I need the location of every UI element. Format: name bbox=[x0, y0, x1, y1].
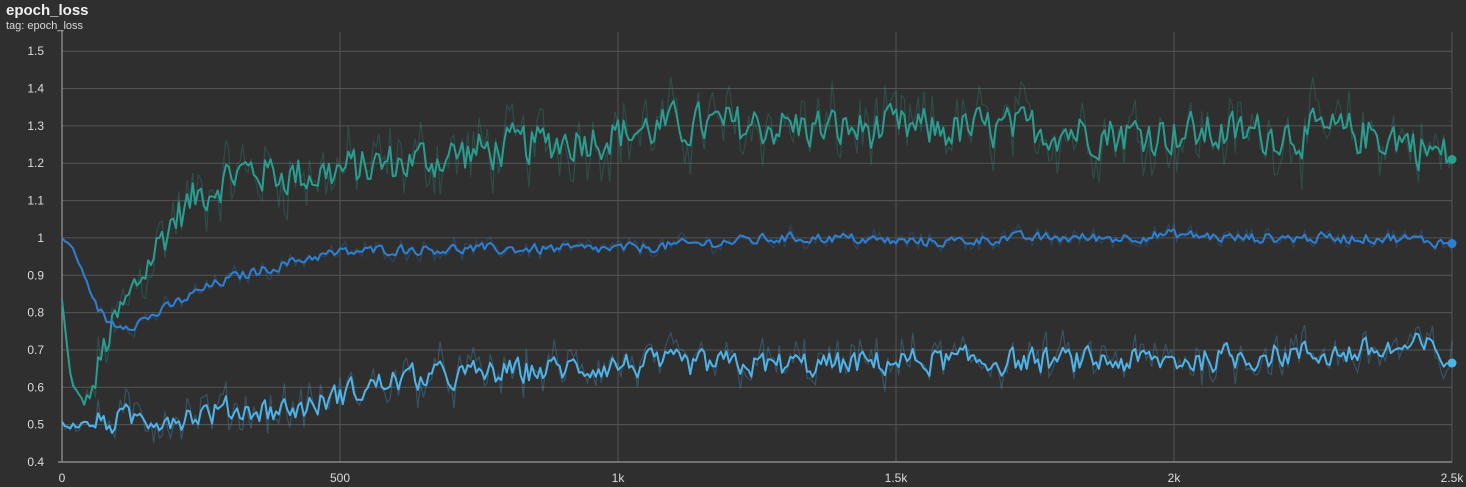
y-tick-label: 0.7 bbox=[27, 343, 44, 357]
x-tick-label: 1k bbox=[612, 471, 626, 485]
series-2-line[interactable] bbox=[61, 332, 1452, 434]
chart-header: epoch_loss tag: epoch_loss bbox=[6, 2, 89, 33]
y-tick-label: 0.6 bbox=[27, 380, 44, 394]
series-2-last-point[interactable] bbox=[1447, 358, 1457, 368]
y-tick-label: 1.1 bbox=[27, 194, 44, 208]
x-tick-label: 2k bbox=[1168, 471, 1182, 485]
x-tick-labels: 0 500 1k 1.5k 2k 2.5k bbox=[59, 471, 1465, 485]
series-layer bbox=[61, 76, 1457, 443]
axes bbox=[58, 30, 1452, 463]
series-0-line[interactable] bbox=[61, 99, 1452, 406]
grid-lines bbox=[61, 32, 1453, 463]
y-tick-label: 1 bbox=[37, 231, 44, 245]
x-tick-label: 2.5k bbox=[1441, 471, 1465, 485]
series-1-line[interactable] bbox=[61, 228, 1452, 332]
chart-tag: tag: epoch_loss bbox=[6, 20, 84, 32]
series-0-last-point[interactable] bbox=[1447, 155, 1457, 165]
y-tick-label: 0.4 bbox=[27, 455, 44, 469]
series-2-raw-line bbox=[61, 324, 1453, 443]
y-tick-label: 0.9 bbox=[27, 268, 44, 282]
x-tick-label: 1.5k bbox=[885, 471, 909, 485]
y-tick-label: 1.5 bbox=[27, 44, 44, 58]
y-tick-label: 0.8 bbox=[27, 306, 44, 320]
y-tick-labels: 0.4 0.5 0.6 0.7 0.8 0.9 1 1.1 1.2 1.3 1.4 1.5 bbox=[27, 44, 44, 469]
x-tick-label: 0 bbox=[59, 471, 66, 485]
chart-title: epoch_loss bbox=[6, 2, 89, 19]
series-1-last-point[interactable] bbox=[1447, 239, 1457, 249]
y-tick-label: 1.4 bbox=[27, 82, 44, 96]
x-tick-label: 500 bbox=[330, 471, 350, 485]
y-tick-label: 0.5 bbox=[27, 418, 44, 432]
y-tick-label: 1.2 bbox=[27, 156, 44, 170]
y-tick-label: 1.3 bbox=[27, 119, 44, 133]
